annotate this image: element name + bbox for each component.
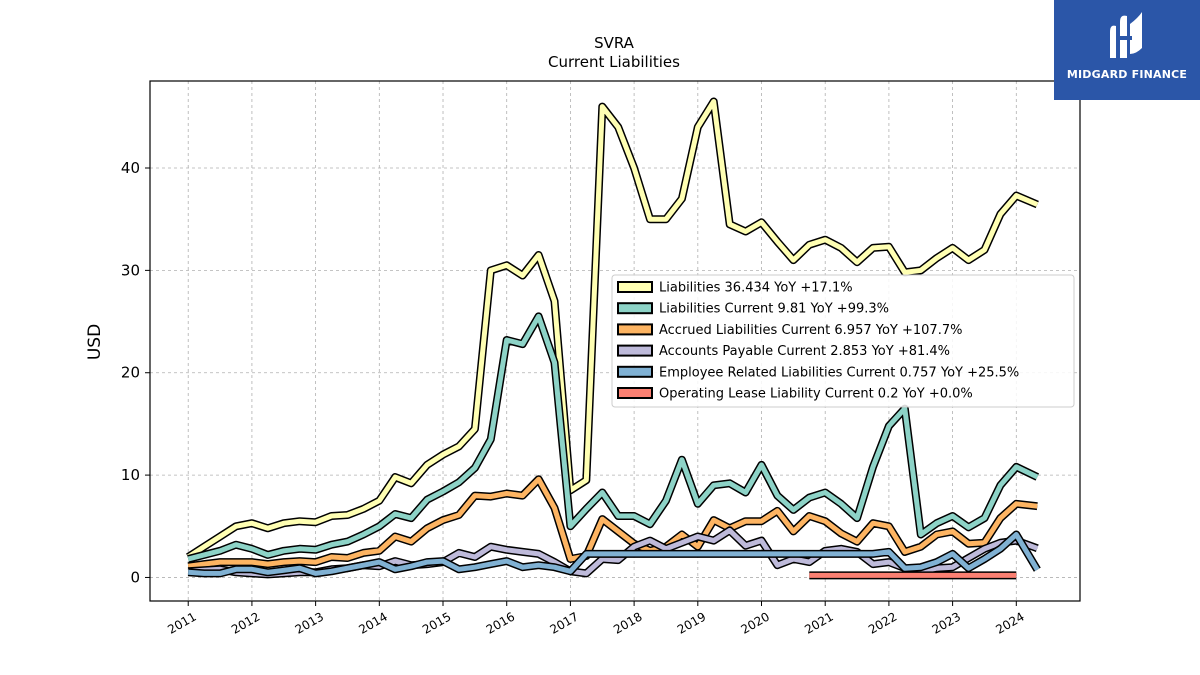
x-tick-label: 2022 [866, 609, 899, 636]
y-tick-label: 0 [130, 568, 140, 586]
series-employee-related-liabilities-current [187, 530, 1041, 578]
series-liabilities [186, 97, 1039, 561]
x-tick-label: 2020 [739, 609, 772, 636]
series-line [188, 532, 1040, 576]
series-line [186, 99, 1039, 560]
x-tick-label: 2018 [611, 609, 644, 636]
y-tick-label: 40 [121, 159, 140, 177]
x-tick-label: 2014 [356, 609, 389, 636]
legend-swatch [617, 365, 653, 378]
y-tick-label: 30 [121, 261, 140, 279]
legend-box [611, 274, 1075, 408]
legend-swatch [617, 344, 653, 357]
x-tick-label: 2024 [993, 609, 1026, 636]
series-accrued-liabilities-current [187, 475, 1038, 571]
x-tick-label: 2021 [802, 609, 835, 636]
brand-logo: MIDGARD FINANCE [1054, 0, 1200, 100]
legend-label: Employee Related Liabilities Current 0.7… [659, 365, 1019, 380]
y-tick-label: 10 [121, 466, 140, 484]
chart-subtitle: Current Liabilities [548, 53, 680, 71]
x-tick-label: 2019 [675, 609, 708, 636]
y-tick-label: 20 [121, 364, 140, 382]
legend-swatch [617, 302, 653, 315]
x-tick-label: 2017 [547, 609, 580, 636]
legend: Liabilities 36.434 YoY +17.1% Liabilities… [611, 274, 1075, 408]
legend-swatch [617, 323, 653, 336]
y-axis-label: USD [85, 324, 105, 360]
legend-label: Liabilities 36.434 YoY +17.1% [659, 281, 853, 296]
legend-label: Liabilities Current 9.81 YoY +99.3% [659, 302, 889, 317]
series-liabilities-current [187, 312, 1040, 563]
series-line [187, 476, 1038, 569]
series-line [187, 313, 1039, 562]
x-tick-label: 2013 [293, 609, 326, 636]
x-tick-label: 2023 [930, 609, 963, 636]
legend-label: Accrued Liabilities Current 6.957 YoY +1… [659, 323, 962, 338]
x-tick-label: 2012 [229, 609, 262, 636]
x-tick-label: 2011 [165, 609, 198, 636]
chart-title: SVRA [594, 34, 635, 52]
legend-swatch [617, 281, 653, 293]
legend-swatch [617, 387, 653, 399]
series-lines [186, 97, 1041, 580]
midgard-logo-icon [1110, 12, 1142, 59]
plot-frame [149, 80, 1081, 602]
x-tick-label: 2015 [420, 609, 453, 636]
x-tick-label: 2016 [484, 609, 517, 636]
brand-name: MIDGARD FINANCE [1066, 68, 1188, 81]
legend-label: Accounts Payable Current 2.853 YoY +81.4… [659, 344, 950, 359]
legend-label: Operating Lease Liability Current 0.2 Yo… [659, 387, 973, 402]
